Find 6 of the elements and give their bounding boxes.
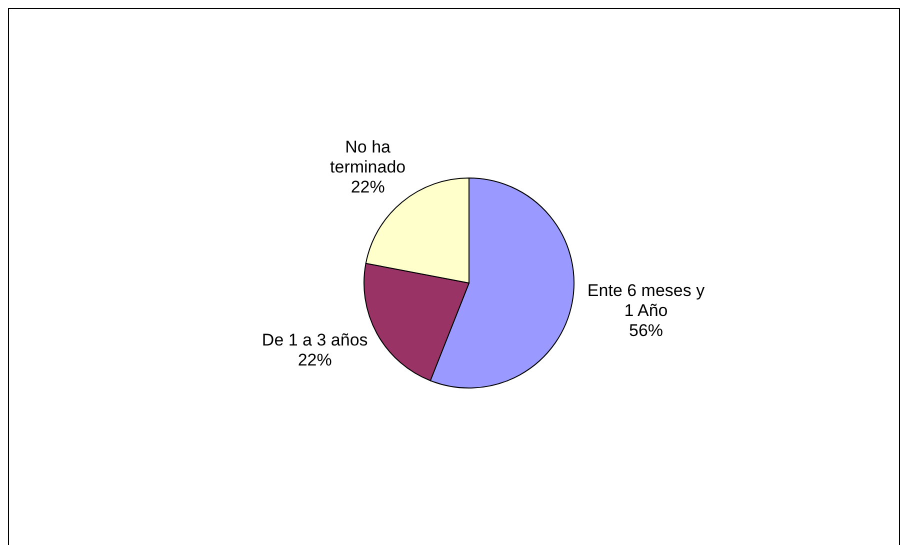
- data-label: 22%: [350, 177, 385, 196]
- slice-label: No ha terminado: [330, 137, 406, 176]
- slice-label: Ente 6 meses y 1 Año: [587, 281, 706, 320]
- data-label: 56%: [628, 321, 664, 340]
- data-label: 22%: [298, 350, 332, 370]
- slice-label: De 1 a 3 años: [262, 330, 368, 350]
